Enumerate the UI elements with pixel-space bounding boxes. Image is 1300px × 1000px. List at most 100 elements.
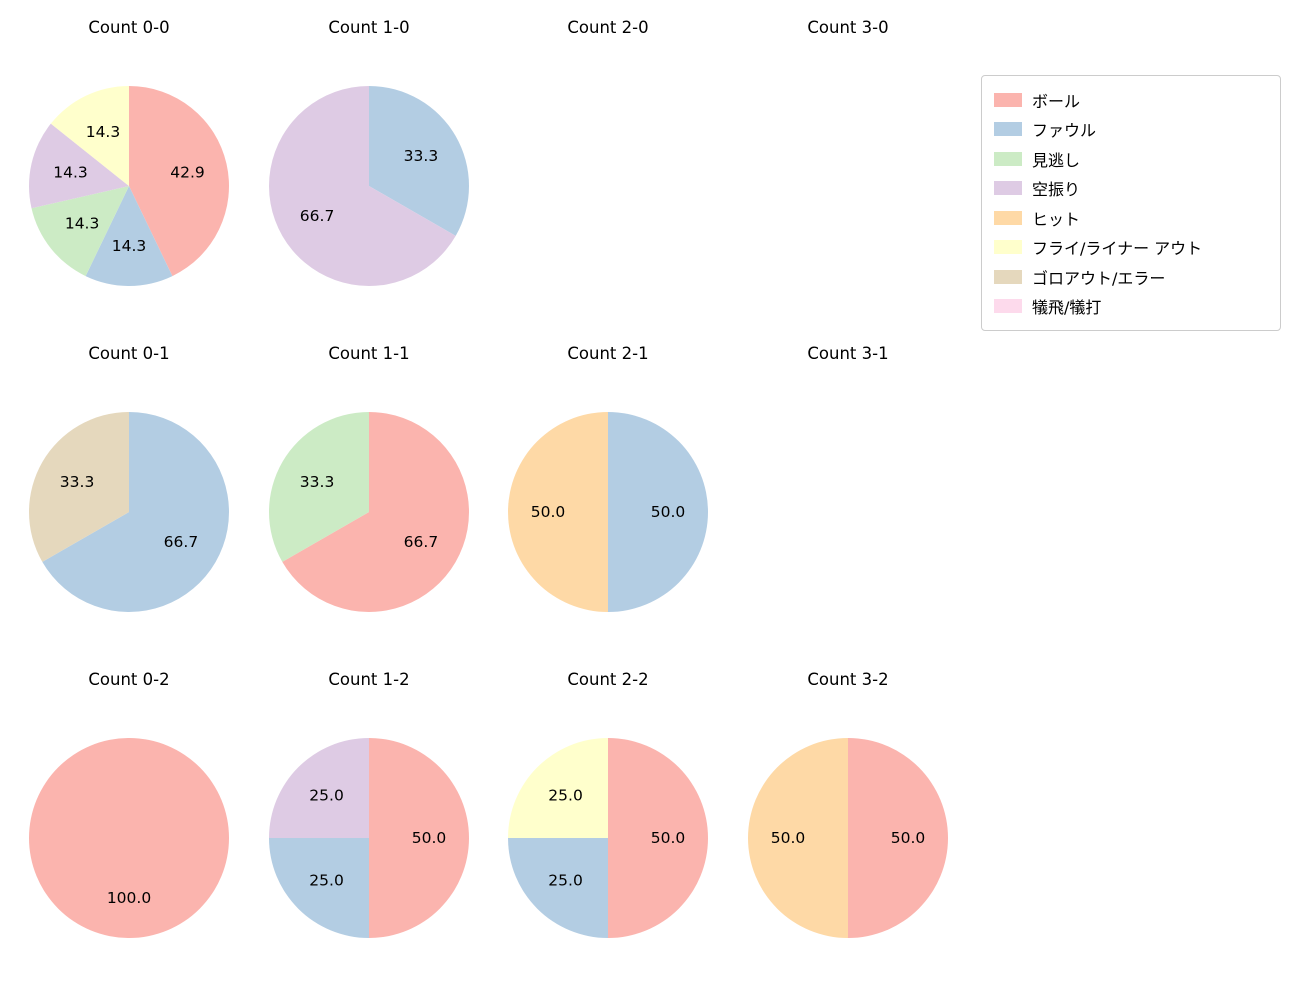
pie-cell-count-0-0: Count 0-0 42.9 14.3 14.3 14.3 14.3 xyxy=(9,16,249,291)
pie-slice xyxy=(608,412,708,612)
pie-cell-count-2-1: Count 2-1 50.0 50.0 xyxy=(488,342,728,617)
pie-slice-label: 25.0 xyxy=(309,871,344,889)
legend-label: 犠飛/犠打 xyxy=(1032,298,1102,318)
chart-title: Count 3-0 xyxy=(807,18,889,37)
pie-slice-label: 14.3 xyxy=(86,123,121,141)
legend-swatch xyxy=(994,151,1022,166)
pie-slice xyxy=(129,86,229,277)
pie-slice xyxy=(28,123,129,209)
pie-slice-label: 25.0 xyxy=(548,871,583,889)
pie-slice-label: 50.0 xyxy=(891,829,926,847)
pie-slice-label: 33.3 xyxy=(300,473,335,491)
pie-slice-label: 50.0 xyxy=(771,829,806,847)
pie-slice xyxy=(42,412,229,612)
chart-title: Count 1-2 xyxy=(328,670,410,689)
pie-chart: 100.0 xyxy=(29,738,229,938)
pie-cell-count-1-2: Count 1-2 50.0 25.0 25.0 xyxy=(249,668,489,943)
pie-chart: 66.7 33.3 xyxy=(28,412,229,612)
pie-cell-count-3-2: Count 3-2 50.0 50.0 xyxy=(728,668,968,943)
pie-cell-count-3-1: Count 3-1 xyxy=(728,342,968,617)
pie-slice-label: 25.0 xyxy=(309,787,344,805)
chart-title: Count 0-1 xyxy=(88,344,170,363)
chart-title: Count 3-1 xyxy=(807,344,889,363)
legend-item: ヒット xyxy=(994,203,1268,233)
pie-slice-label: 25.0 xyxy=(548,787,583,805)
legend-swatch xyxy=(994,210,1022,225)
pie-cell-count-1-1: Count 1-1 66.7 33.3 xyxy=(249,342,489,617)
pie-chart: 66.7 33.3 xyxy=(268,412,469,612)
legend-swatch xyxy=(994,181,1022,196)
pie-slice xyxy=(269,738,369,838)
pie-slice-label: 42.9 xyxy=(170,164,205,182)
pie-slice xyxy=(508,412,608,612)
pie-slice xyxy=(848,738,948,938)
legend-label: ゴロアウト/エラー xyxy=(1032,268,1166,288)
chart-title: Count 2-0 xyxy=(567,18,649,37)
pie-chart: 50.0 50.0 xyxy=(748,738,948,938)
legend-swatch xyxy=(994,240,1022,255)
legend-label: ボール xyxy=(1032,91,1081,111)
legend-swatch xyxy=(994,92,1022,107)
pie-slice-label: 14.3 xyxy=(65,214,100,232)
pie-slice-label: 14.3 xyxy=(112,237,147,255)
pie-slice xyxy=(269,838,369,938)
pie-slice-label: 50.0 xyxy=(651,829,686,847)
pie-chart: 50.0 25.0 25.0 xyxy=(508,738,708,938)
pie-slice xyxy=(608,738,708,938)
legend-label: 空振り xyxy=(1032,180,1081,200)
legend-item: 見逃し xyxy=(994,144,1268,174)
pie-slice xyxy=(369,738,469,938)
pie-cell-count-0-2: Count 0-2 100.0 xyxy=(9,668,249,943)
pie-slice xyxy=(282,412,469,612)
legend-label: ヒット xyxy=(1032,209,1081,229)
legend-swatch xyxy=(994,269,1022,284)
pie-slice xyxy=(29,738,229,938)
pie-slice-label: 50.0 xyxy=(412,829,447,847)
legend-item: 犠飛/犠打 xyxy=(994,292,1268,322)
pie-slice xyxy=(508,738,608,838)
legend-item: ゴロアウト/エラー xyxy=(994,262,1268,292)
legend-item: ボール xyxy=(994,85,1268,115)
pie-chart xyxy=(743,81,953,291)
pie-slice-label: 100.0 xyxy=(107,889,151,907)
pie-slice-label: 66.7 xyxy=(404,533,439,551)
chart-title: Count 2-1 xyxy=(567,344,649,363)
pie-slice-label: 66.7 xyxy=(164,533,199,551)
pie-chart xyxy=(503,81,713,291)
legend-swatch xyxy=(994,299,1022,314)
legend-item: ファウル xyxy=(994,115,1268,145)
legend-label: ファウル xyxy=(1032,121,1097,141)
legend-swatch xyxy=(994,122,1022,137)
pie-cell-count-0-1: Count 0-1 66.7 33.3 xyxy=(9,342,249,617)
legend-item: 空振り xyxy=(994,174,1268,204)
legend-item: フライ/ライナー アウト xyxy=(994,233,1268,263)
pie-slice-label: 14.3 xyxy=(53,164,88,182)
pie-slice xyxy=(268,412,369,562)
pie-slice-label: 50.0 xyxy=(531,503,566,521)
pie-chart xyxy=(743,407,953,617)
pie-cell-count-2-2: Count 2-2 50.0 25.0 25.0 xyxy=(488,668,728,943)
chart-title: Count 1-0 xyxy=(328,18,410,37)
legend-label: フライ/ライナー アウト xyxy=(1032,239,1203,259)
pie-cell-count-3-0: Count 3-0 xyxy=(728,16,968,291)
chart-title: Count 0-2 xyxy=(88,670,170,689)
pie-cell-count-1-0: Count 1-0 33.3 66.7 xyxy=(249,16,489,291)
legend-label: 見逃し xyxy=(1032,150,1081,170)
pie-slice xyxy=(748,738,848,938)
pie-slice xyxy=(508,838,608,938)
pie-chart: 50.0 25.0 25.0 xyxy=(269,738,469,938)
pie-slice xyxy=(269,86,456,286)
pie-slice-label: 33.3 xyxy=(60,473,95,491)
pie-slice-label: 33.3 xyxy=(404,147,439,165)
pie-chart: 33.3 66.7 xyxy=(269,86,470,286)
pie-slice xyxy=(50,86,129,186)
pie-chart: 50.0 50.0 xyxy=(508,412,708,612)
pie-slice xyxy=(28,412,129,562)
chart-title: Count 1-1 xyxy=(328,344,410,363)
chart-title: Count 2-2 xyxy=(567,670,649,689)
pie-slice xyxy=(369,86,470,236)
pie-slice xyxy=(85,186,173,286)
pie-chart: 42.9 14.3 14.3 14.3 14.3 xyxy=(28,86,229,286)
pie-slice-label: 66.7 xyxy=(300,207,335,225)
